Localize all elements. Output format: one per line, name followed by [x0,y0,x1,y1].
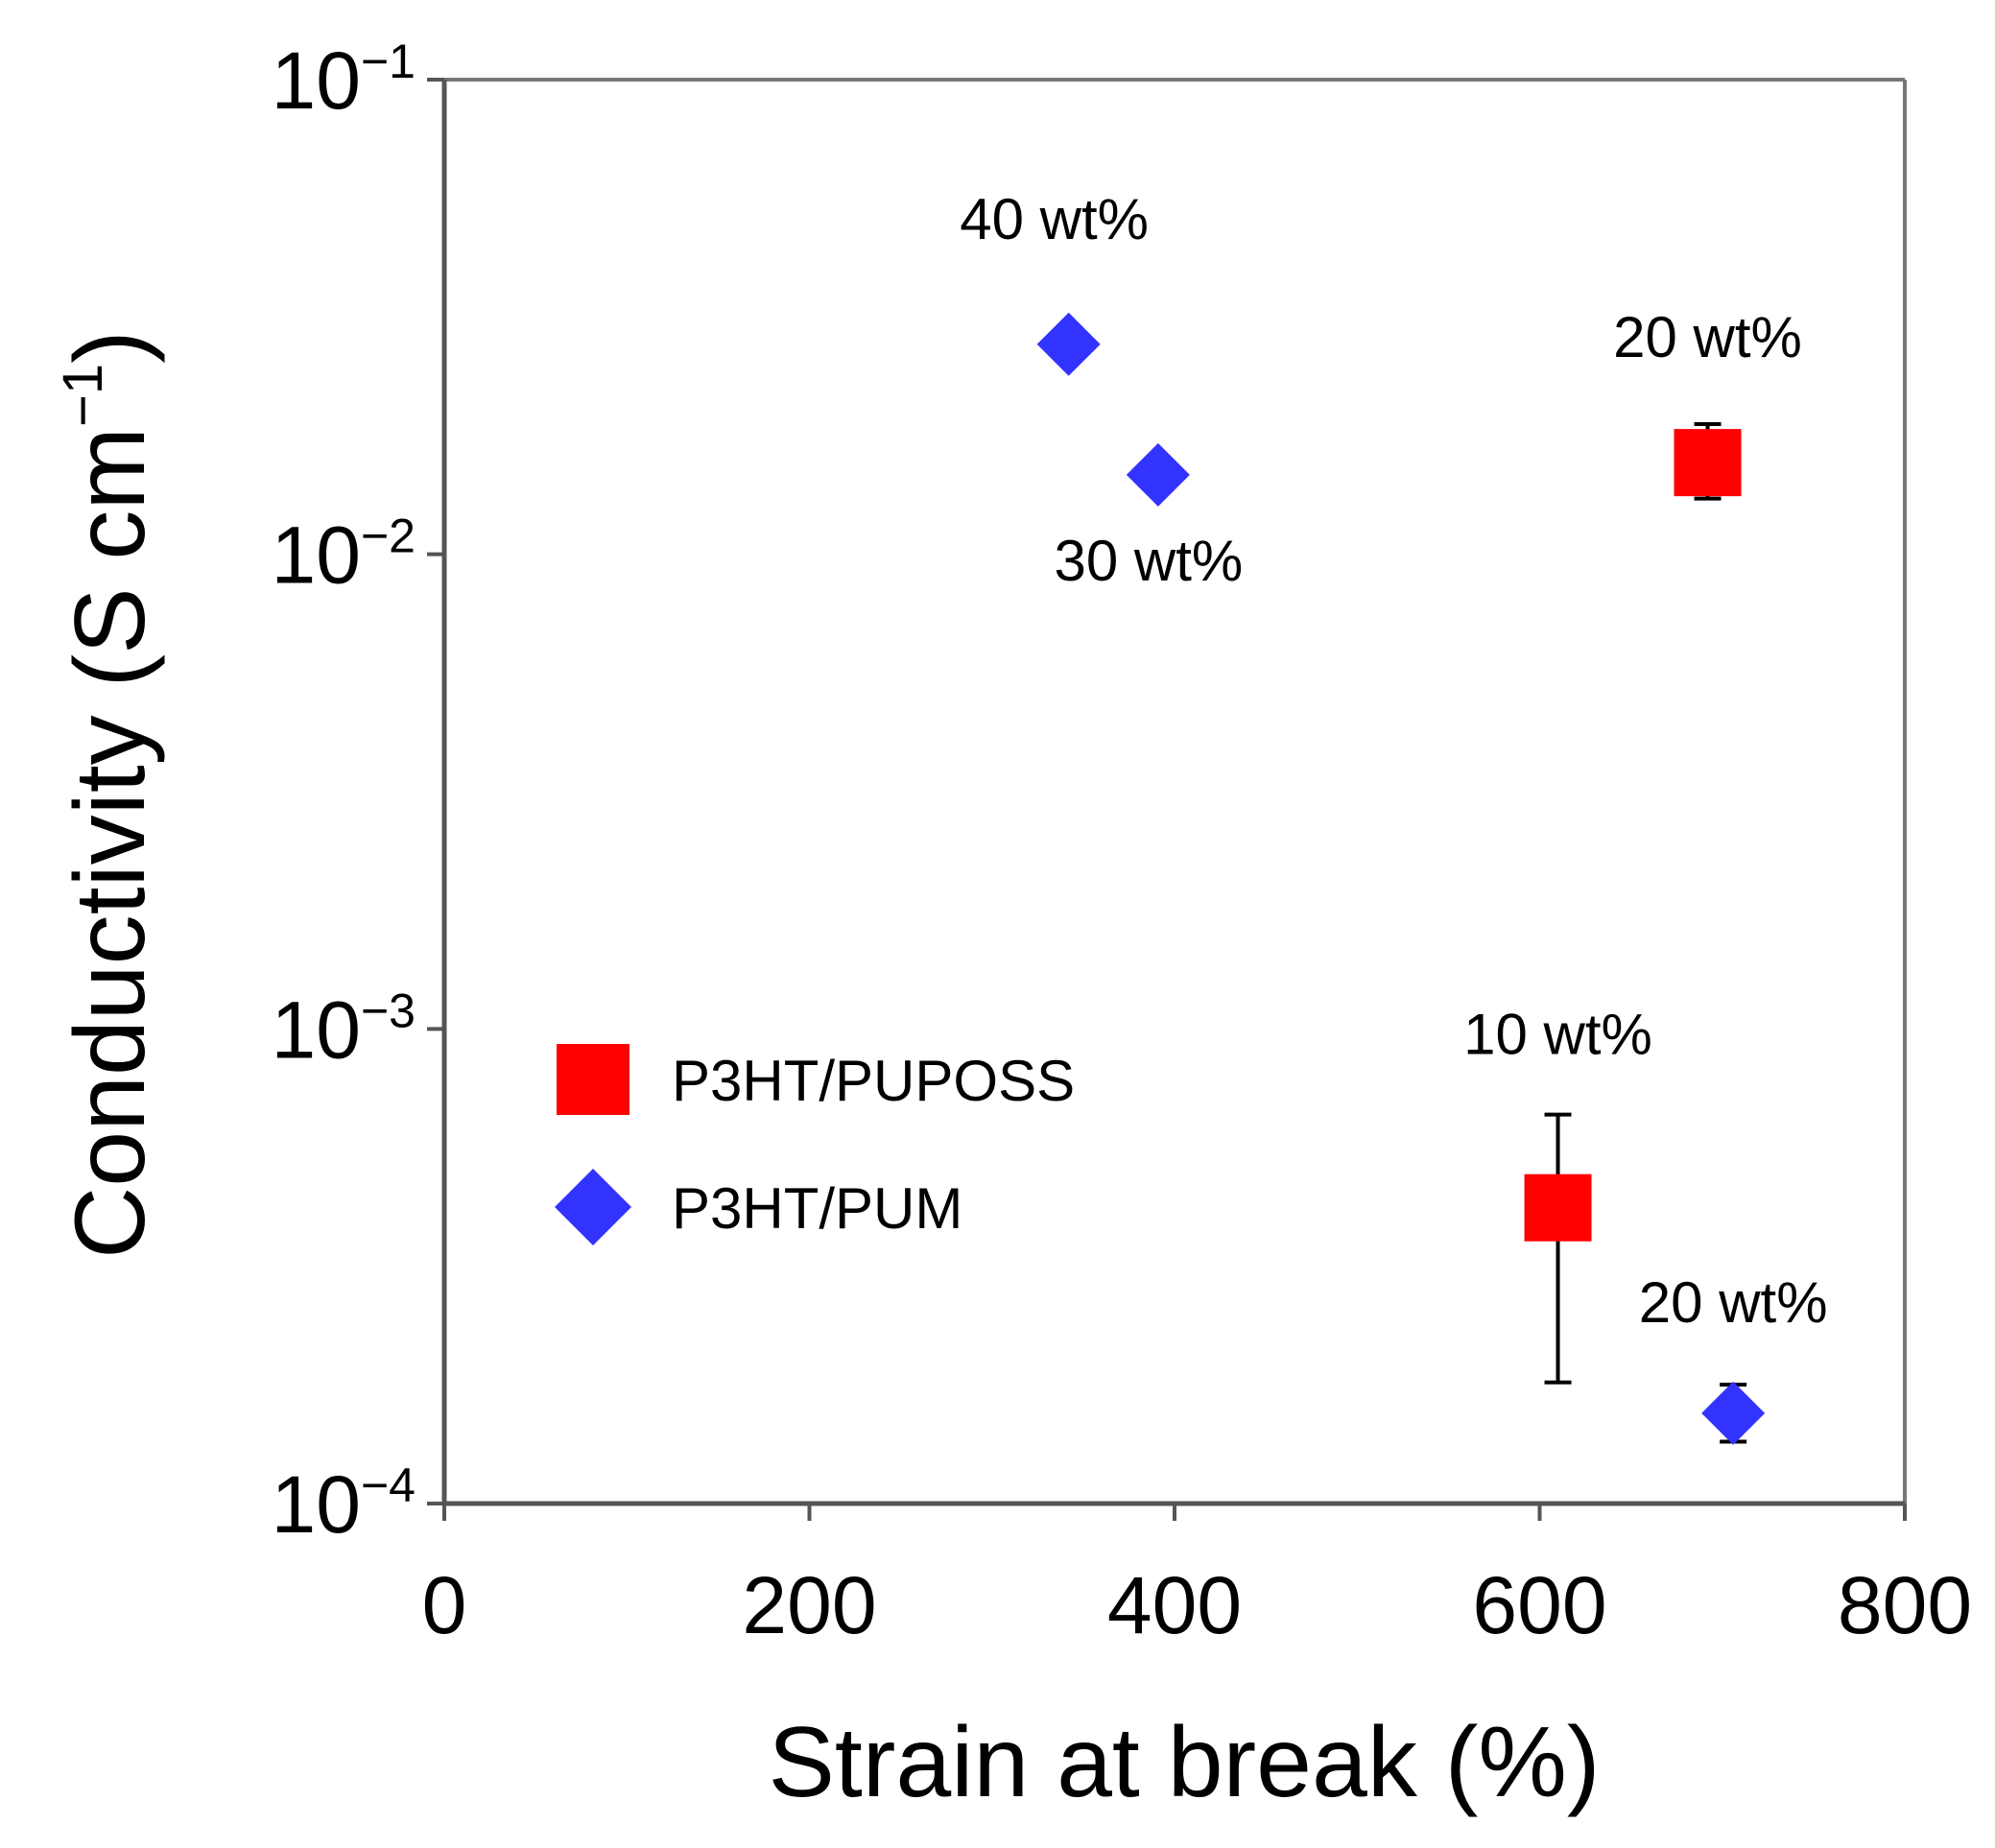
point-label: 20 wt% [1613,305,1802,369]
y-tick-label: 10−4 [272,1458,416,1550]
x-tick-label: 800 [1838,1560,1972,1650]
legend-marker-diamond [555,1169,631,1245]
legend: P3HT/PUPOSS P3HT/PUM [555,1044,1075,1245]
data-point-square [1674,429,1742,497]
point-label: 40 wt% [960,187,1149,251]
y-axis-title: Conductivity (S cm−1) [52,330,166,1259]
legend-label: P3HT/PUM [672,1176,962,1241]
x-tick-label: 600 [1472,1560,1606,1650]
y-tick-label: 10−2 [272,509,416,601]
y-tick-label: 10−1 [272,35,416,126]
data-point-square [1524,1173,1592,1242]
data-point-diamond [1126,442,1190,507]
y-tick-label: 10−3 [272,983,416,1075]
point-label: 30 wt% [1054,529,1243,593]
x-tick-label: 400 [1107,1560,1242,1650]
point-label: 20 wt% [1639,1270,1828,1335]
point-label: 10 wt% [1463,1003,1652,1067]
legend-marker-square [557,1044,629,1115]
legend-label: P3HT/PUPOSS [672,1049,1075,1113]
y-axis: 10−1 10−2 10−3 10−4 [272,35,444,1550]
data-markers [1036,312,1766,1445]
data-point-diamond [1036,312,1101,376]
point-annotations: 10 wt% 20 wt% 40 wt% 30 wt% 20 wt% [960,187,1827,1335]
x-tick-label: 0 [422,1560,467,1650]
x-axis-title: Strain at break (%) [769,1707,1601,1818]
x-tick-label: 200 [742,1560,876,1650]
data-point-diamond [1701,1381,1766,1445]
x-axis: 0 200 400 600 800 [422,1504,1972,1650]
